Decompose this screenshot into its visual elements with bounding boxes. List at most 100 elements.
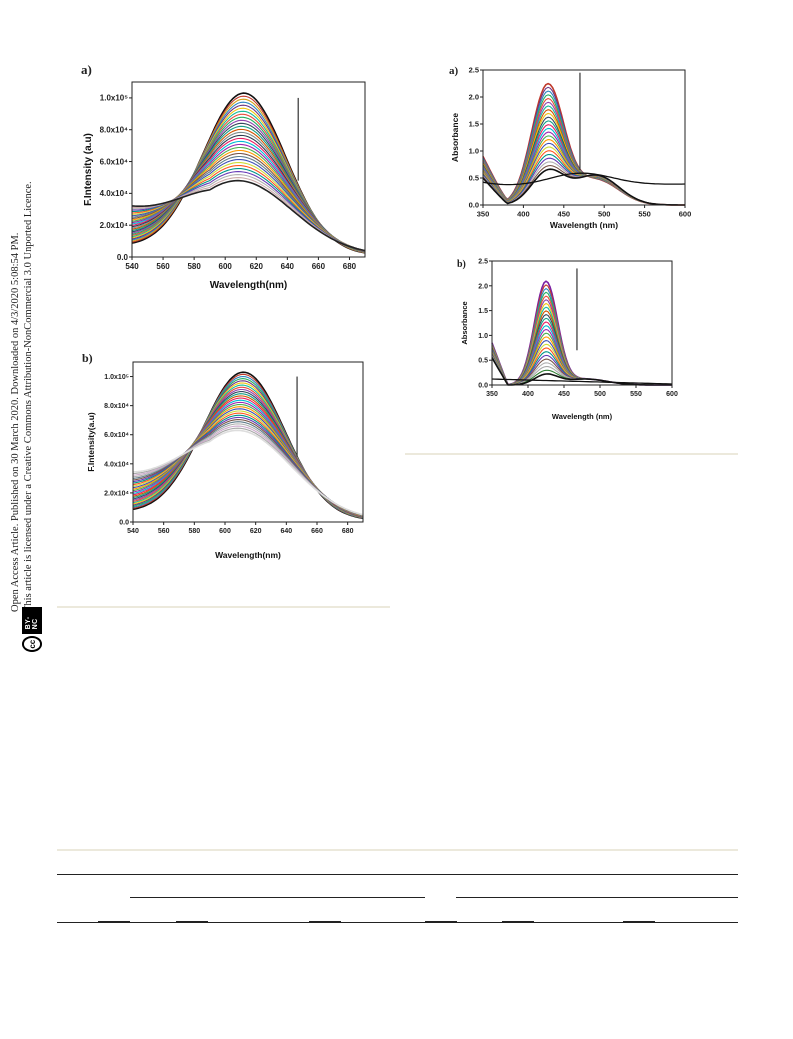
x-tick-label: 450 <box>558 391 570 398</box>
x-tick-label: 500 <box>598 210 611 219</box>
x-axis-label: Wavelength(nm) <box>215 550 281 560</box>
spectrum-curve <box>132 384 364 518</box>
y-tick-label: 6.0x10⁴ <box>100 157 128 166</box>
x-tick-label: 620 <box>250 528 262 535</box>
y-tick-label: 1.0 <box>478 333 488 340</box>
panel-label: a) <box>81 62 92 77</box>
y-tick-label: 2.5 <box>469 66 479 75</box>
table-col-mark-4 <box>425 921 457 923</box>
y-tick-label: 0.5 <box>478 358 488 365</box>
y-axis-label: F.Intensity(a.u) <box>86 412 96 472</box>
spectrum-curve <box>131 179 366 252</box>
y-tick-label: 1.0x10⁵ <box>104 374 129 381</box>
x-tick-label: 540 <box>127 528 139 535</box>
table-column-rule <box>57 922 738 923</box>
table-subheader-rule-1 <box>130 897 425 898</box>
license-notice: This article is licensed under a Creativ… <box>23 181 34 612</box>
y-tick-label: 4.0x10⁴ <box>100 189 128 198</box>
absorbance-chart-a: a) 350 400 450 500 550 600 0.0 0.5 1.0 1.5 2.0 2.5 Wa… <box>449 65 692 230</box>
plot-frame <box>491 260 673 386</box>
spectrum-curve <box>491 284 672 386</box>
spectrum-curve <box>482 101 685 206</box>
x-tick-label: 400 <box>517 210 530 219</box>
spectrum-curve <box>132 373 364 519</box>
baseline-curve <box>482 172 686 186</box>
spectrum-curve <box>131 107 366 253</box>
x-tick-label: 550 <box>638 210 651 219</box>
spectrum-curve <box>482 94 685 206</box>
spectrum-curve <box>482 97 685 206</box>
x-tick-label: 680 <box>342 528 354 535</box>
x-axis-label: Wavelength(nm) <box>210 280 287 291</box>
y-tick-label: 0.0 <box>478 382 488 389</box>
spectrum-curve <box>131 95 366 254</box>
panel-label: b) <box>82 351 93 365</box>
spectrum-curve <box>482 168 685 206</box>
open-access-notice: Open Access Article. Published on 30 Mar… <box>10 232 21 612</box>
spectrum-curve <box>482 90 685 206</box>
spectrum-curve <box>132 386 364 518</box>
x-tick-label: 620 <box>250 262 264 271</box>
right-column-divider <box>405 453 738 455</box>
x-tick-label: 450 <box>558 210 571 219</box>
y-tick-label: 4.0x10⁴ <box>104 461 129 468</box>
baseline-curve <box>491 378 673 385</box>
y-tick-label: 0.0 <box>119 519 129 526</box>
x-tick-label: 580 <box>188 528 200 535</box>
spectrum-curve <box>491 291 672 386</box>
panel-label: b) <box>457 259 466 270</box>
y-tick-label: 1.5 <box>478 308 488 315</box>
table-col-mark-5 <box>502 921 534 923</box>
spectrum-curve <box>132 371 364 520</box>
x-tick-label: 350 <box>477 210 490 219</box>
y-tick-label: 0.0 <box>469 201 479 210</box>
x-tick-label: 560 <box>156 262 170 271</box>
spectrum-curve <box>482 82 685 206</box>
panel-label: a) <box>449 65 459 77</box>
plot-frame <box>131 81 366 258</box>
spectrum-curve <box>491 328 672 386</box>
spectrum-curve <box>131 125 366 253</box>
spectrum-curve <box>482 109 685 206</box>
spectrum-curve <box>491 299 672 386</box>
fluorescence-chart-a: a) 540 560 580 600 620 640 660 680 0.0 2.0x10⁴ 4.0x… <box>81 62 366 291</box>
spectrum-curve <box>491 306 672 386</box>
y-axis-label: Absorbance <box>450 113 460 162</box>
x-tick-label: 600 <box>679 210 692 219</box>
x-tick-label: 660 <box>311 528 323 535</box>
license-sidebar: Open Access Article. Published on 30 Mar… <box>0 0 60 700</box>
series-group <box>132 371 364 520</box>
x-tick-label: 640 <box>280 528 292 535</box>
x-tick-label: 640 <box>281 262 295 271</box>
series-group <box>482 82 686 206</box>
spectrum-curve <box>491 295 672 386</box>
cc-license-badge[interactable]: cc BY-NC <box>22 606 42 652</box>
y-tick-label: 2.0 <box>469 93 479 102</box>
y-tick-label: 6.0x10⁴ <box>104 432 129 439</box>
x-axis-label: Wavelength (nm) <box>550 220 618 230</box>
x-tick-label: 580 <box>187 262 201 271</box>
y-tick-label: 2.0 <box>478 283 488 290</box>
x-tick-label: 600 <box>666 391 678 398</box>
y-tick-label: 0.0 <box>117 253 129 262</box>
y-tick-label: 2.0x10⁴ <box>100 221 128 230</box>
spectrum-curve <box>491 321 672 386</box>
fluorescence-chart-b: b) 540 560 580 600 620 640 660 680 0.0 2.0x10⁴ 4.0x… <box>82 351 364 560</box>
x-tick-label: 600 <box>219 262 233 271</box>
spectrum-curve <box>491 310 672 386</box>
y-tick-label: 1.0 <box>469 147 479 156</box>
series-group <box>131 92 366 254</box>
spectrum-curve <box>491 325 672 386</box>
spectrum-curve <box>132 382 364 519</box>
x-tick-label: 550 <box>630 391 642 398</box>
y-axis-label: Absorbance <box>460 301 469 344</box>
y-tick-label: 0.5 <box>469 174 479 183</box>
spectrum-curve <box>491 302 672 386</box>
y-tick-label: 2.5 <box>478 258 488 265</box>
spectrum-curve <box>491 287 672 386</box>
plot-frame <box>482 69 686 206</box>
x-tick-label: 560 <box>158 528 170 535</box>
left-column-divider <box>57 606 390 608</box>
x-tick-label: 680 <box>343 262 357 271</box>
spectrum-curve <box>491 313 672 386</box>
